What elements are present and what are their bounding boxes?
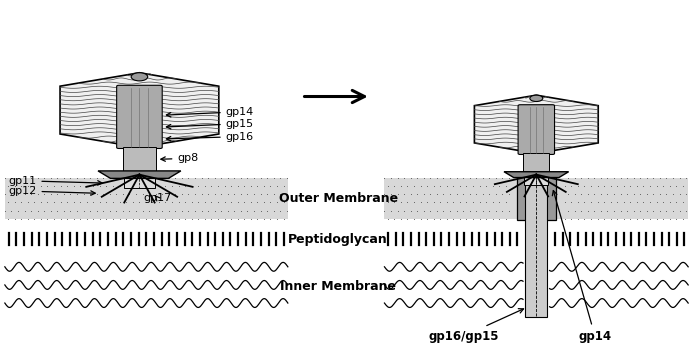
Text: gp11: gp11: [8, 176, 102, 186]
Text: gp15: gp15: [166, 119, 254, 129]
Polygon shape: [504, 172, 569, 178]
FancyBboxPatch shape: [517, 176, 556, 220]
FancyBboxPatch shape: [523, 154, 550, 173]
Polygon shape: [98, 171, 181, 178]
Text: Peptidoglycan: Peptidoglycan: [288, 233, 388, 246]
Text: gp16: gp16: [166, 131, 254, 141]
Text: gp8: gp8: [161, 153, 199, 163]
FancyBboxPatch shape: [385, 178, 688, 219]
Polygon shape: [475, 95, 598, 154]
FancyBboxPatch shape: [116, 85, 162, 148]
FancyBboxPatch shape: [518, 105, 554, 155]
Text: gp16/gp15: gp16/gp15: [428, 309, 523, 343]
Text: Inner Membrane: Inner Membrane: [280, 280, 396, 293]
Text: gp14: gp14: [166, 107, 254, 117]
Text: gp12: gp12: [8, 186, 95, 196]
Polygon shape: [60, 73, 219, 147]
Text: Outer Membrane: Outer Membrane: [279, 192, 398, 205]
Text: gp14: gp14: [552, 190, 611, 343]
Circle shape: [530, 95, 543, 101]
FancyBboxPatch shape: [124, 175, 155, 188]
FancyBboxPatch shape: [525, 175, 548, 185]
Text: gp17: gp17: [143, 193, 171, 203]
FancyBboxPatch shape: [123, 147, 156, 173]
FancyBboxPatch shape: [525, 176, 547, 317]
FancyBboxPatch shape: [5, 178, 288, 219]
Circle shape: [131, 73, 148, 81]
